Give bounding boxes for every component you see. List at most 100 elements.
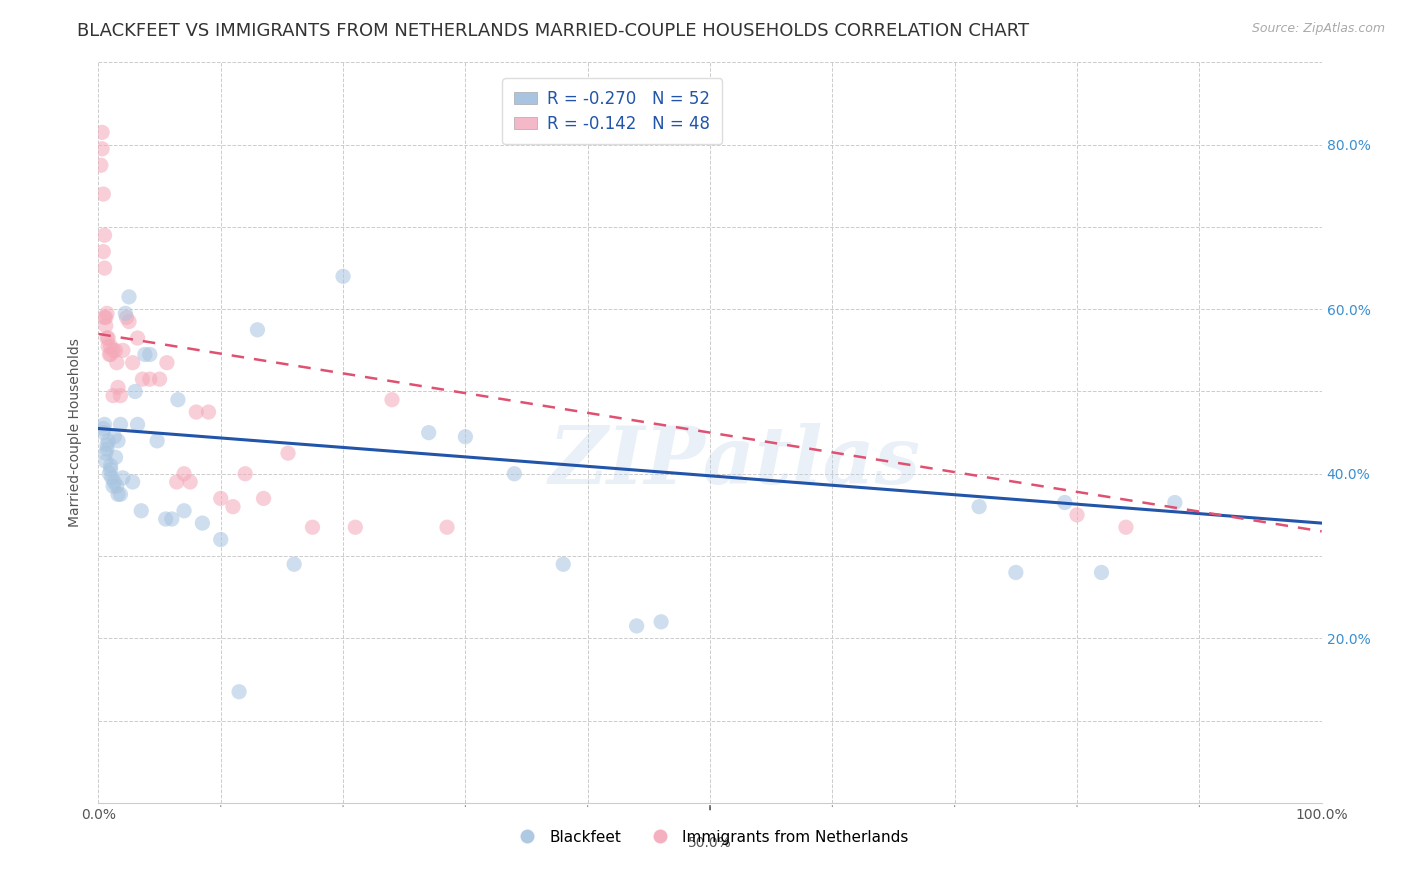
Point [96,438,118,452]
Point [155,512,177,526]
Point [121,356,143,370]
Point [283,558,305,572]
Point [222,500,245,514]
Text: BLACKFEET VS IMMIGRANTS FROM NETHERLANDS MARRIED-COUPLE HOUSEHOLDS CORRELATION C: BLACKFEET VS IMMIGRANTS FROM NETHERLANDS… [77,22,1029,40]
Point [94,446,117,460]
Point [96,442,118,456]
Point [118,290,141,304]
Text: Source: ZipAtlas.com: Source: ZipAtlas.com [1251,22,1385,36]
Point [118,315,141,329]
Point [131,372,153,386]
Point [98,347,121,361]
Point [91,142,114,156]
Point [101,388,124,402]
Point [93,417,115,432]
Point [93,228,115,243]
Point [96,306,118,320]
Point [98,467,121,481]
Point [103,430,125,444]
Point [107,434,129,448]
Point [93,261,115,276]
Point [105,356,128,370]
Point [626,619,648,633]
Text: ZIPatlas: ZIPatlas [548,424,921,501]
Point [252,491,274,506]
Y-axis label: Married-couple Households: Married-couple Households [69,338,83,527]
Point [246,323,269,337]
Point [173,504,195,518]
Point [111,343,134,358]
Point [107,380,129,394]
Point [124,384,146,399]
Point [94,318,117,333]
Point [110,417,132,432]
Point [91,187,114,202]
Point [160,512,183,526]
Point [1053,495,1076,509]
Point [93,310,115,325]
Point [228,685,250,699]
Point [111,471,134,485]
Point [121,475,143,489]
Point [129,504,152,518]
Point [1066,508,1088,522]
Point [1115,520,1137,534]
Point [146,434,169,448]
Point [104,343,127,358]
Point [91,125,114,139]
Point [418,425,440,440]
Point [100,458,122,473]
Point [100,347,122,361]
Point [91,425,114,440]
Point [94,310,117,325]
Point [179,475,201,489]
Point [104,450,127,465]
Point [301,520,323,534]
Point [101,479,124,493]
Point [103,475,125,489]
Point [91,244,114,259]
Point [381,392,404,407]
Point [209,491,232,506]
Point [166,475,188,489]
Point [134,347,156,361]
Point [97,434,120,448]
Point [454,430,477,444]
Point [332,269,354,284]
Point [96,331,118,345]
Point [436,520,458,534]
Point [101,471,124,485]
Point [139,372,162,386]
Point [344,520,367,534]
Legend: Blackfeet, Immigrants from Netherlands: Blackfeet, Immigrants from Netherlands [505,823,915,851]
Point [167,392,190,407]
Point [127,417,149,432]
Text: 50.0%: 50.0% [688,836,733,850]
Point [101,343,124,358]
Point [173,467,195,481]
Point [139,347,162,361]
Point [94,454,117,468]
Point [191,516,214,530]
Point [209,533,232,547]
Point [233,467,256,481]
Point [186,405,208,419]
Point [650,615,672,629]
Point [277,446,299,460]
Point [107,487,129,501]
Point [91,421,114,435]
Point [97,339,120,353]
Point [115,310,138,325]
Point [100,462,122,476]
Point [553,558,575,572]
Point [1090,566,1112,580]
Point [197,405,219,419]
Point [90,158,112,172]
Point [967,500,990,514]
Point [110,388,132,402]
Point [149,372,172,386]
Point [156,356,179,370]
Point [503,467,526,481]
Point [127,331,149,345]
Point [97,331,120,345]
